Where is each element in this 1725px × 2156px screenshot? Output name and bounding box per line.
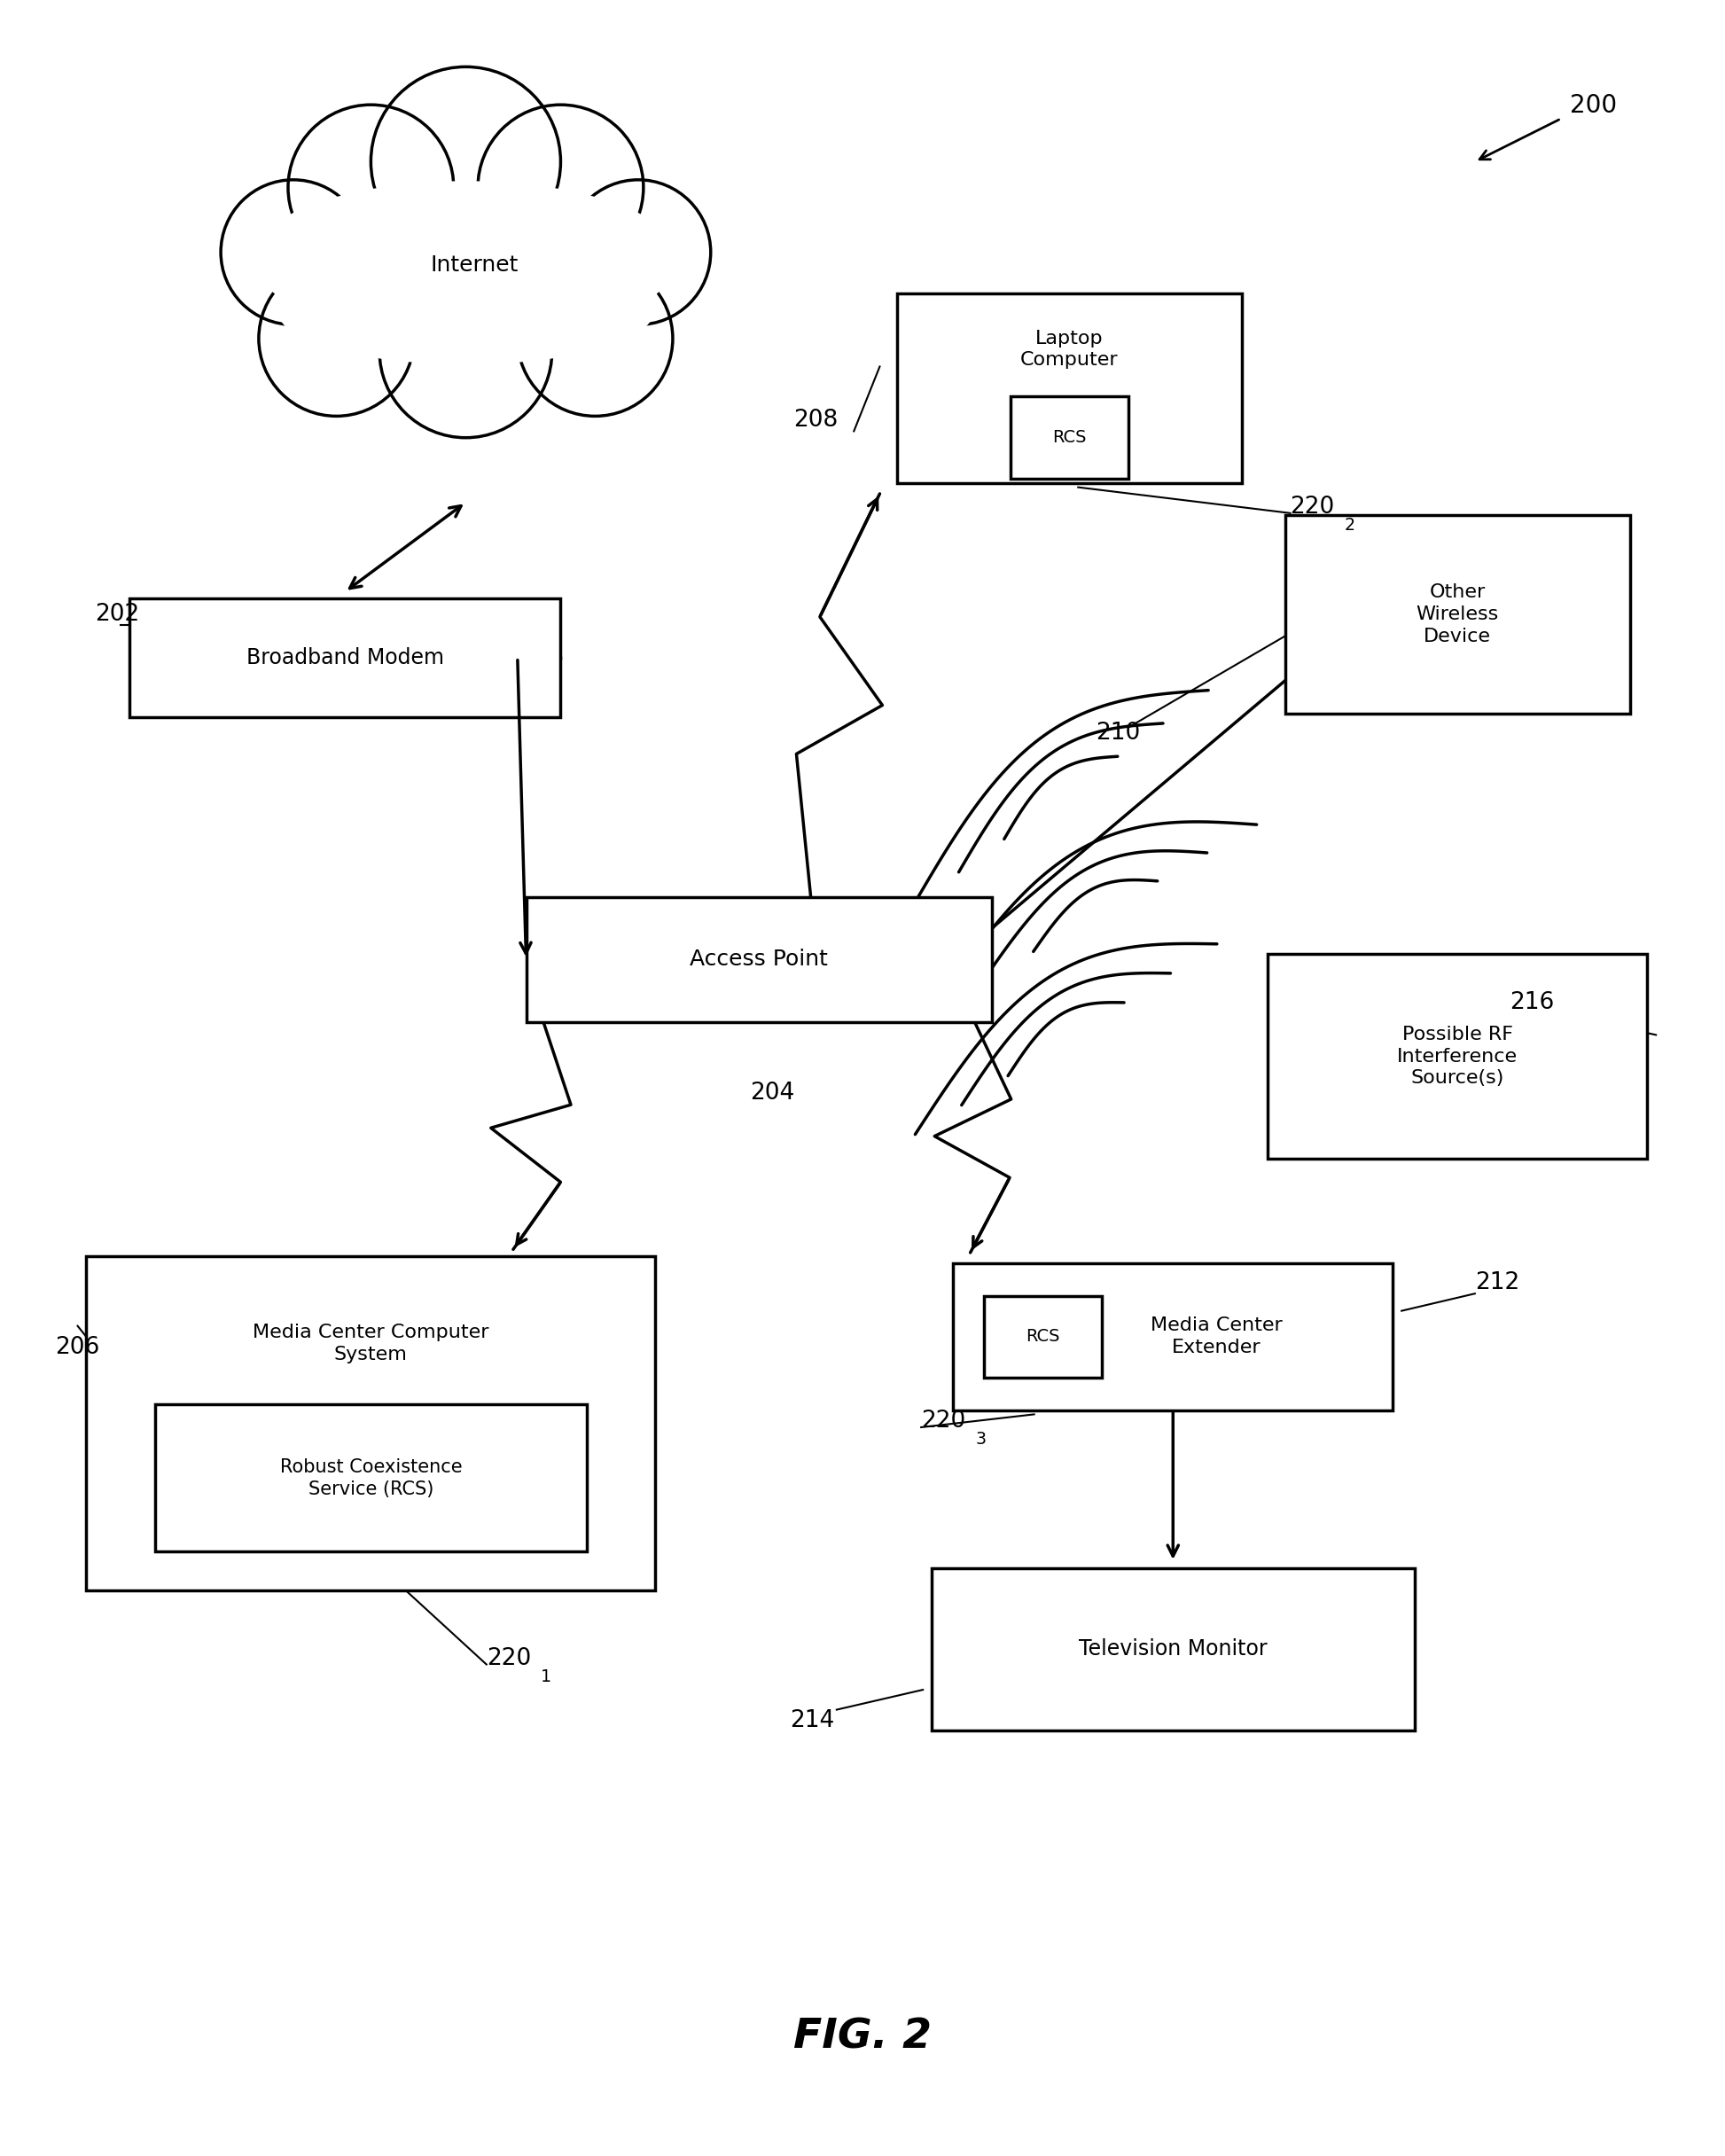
FancyBboxPatch shape — [86, 1255, 656, 1591]
FancyBboxPatch shape — [129, 597, 561, 718]
Text: Media Center Computer
System: Media Center Computer System — [254, 1324, 488, 1363]
Ellipse shape — [518, 261, 673, 416]
Text: 212: 212 — [1475, 1272, 1520, 1294]
Ellipse shape — [252, 181, 680, 336]
Ellipse shape — [221, 179, 366, 326]
Ellipse shape — [371, 67, 561, 257]
Text: 220: 220 — [1290, 496, 1335, 517]
FancyBboxPatch shape — [1011, 397, 1128, 479]
Text: FIG. 2: FIG. 2 — [794, 2018, 932, 2057]
Ellipse shape — [566, 179, 711, 326]
Text: Possible RF
Interference
Source(s): Possible RF Interference Source(s) — [1397, 1026, 1518, 1087]
Text: 214: 214 — [790, 1710, 835, 1731]
Text: Other
Wireless
Device: Other Wireless Device — [1416, 584, 1499, 645]
Text: 3: 3 — [976, 1432, 987, 1449]
Text: 202: 202 — [95, 604, 140, 625]
Text: 208: 208 — [794, 410, 838, 431]
Text: Television Monitor: Television Monitor — [1078, 1639, 1268, 1660]
Text: 220: 220 — [921, 1410, 966, 1432]
Text: Broadband Modem: Broadband Modem — [247, 647, 443, 668]
FancyBboxPatch shape — [155, 1406, 586, 1552]
Text: 204: 204 — [750, 1082, 795, 1104]
Text: 220: 220 — [486, 1647, 531, 1669]
Ellipse shape — [288, 106, 454, 270]
FancyBboxPatch shape — [983, 1296, 1102, 1378]
FancyBboxPatch shape — [897, 293, 1242, 483]
Text: Internet: Internet — [430, 254, 519, 276]
Text: 216: 216 — [1509, 992, 1554, 1013]
Text: 2: 2 — [1346, 517, 1356, 535]
FancyBboxPatch shape — [1285, 515, 1630, 714]
Text: 1: 1 — [542, 1669, 552, 1686]
Text: 210: 210 — [1095, 722, 1140, 744]
Text: Laptop
Computer: Laptop Computer — [1021, 330, 1118, 369]
FancyBboxPatch shape — [952, 1263, 1394, 1410]
Text: RCS: RCS — [1026, 1328, 1059, 1345]
Ellipse shape — [380, 265, 552, 438]
FancyBboxPatch shape — [526, 897, 992, 1022]
Ellipse shape — [259, 261, 414, 416]
Text: 206: 206 — [55, 1337, 100, 1358]
FancyBboxPatch shape — [1268, 955, 1647, 1160]
Text: Access Point: Access Point — [690, 949, 828, 970]
Text: 200: 200 — [1570, 93, 1616, 119]
Text: RCS: RCS — [1052, 429, 1087, 446]
FancyBboxPatch shape — [932, 1570, 1414, 1729]
Ellipse shape — [279, 261, 652, 364]
Ellipse shape — [478, 106, 643, 270]
Text: Media Center
Extender: Media Center Extender — [1151, 1317, 1282, 1356]
Text: Robust Coexistence
Service (RCS): Robust Coexistence Service (RCS) — [279, 1457, 462, 1498]
